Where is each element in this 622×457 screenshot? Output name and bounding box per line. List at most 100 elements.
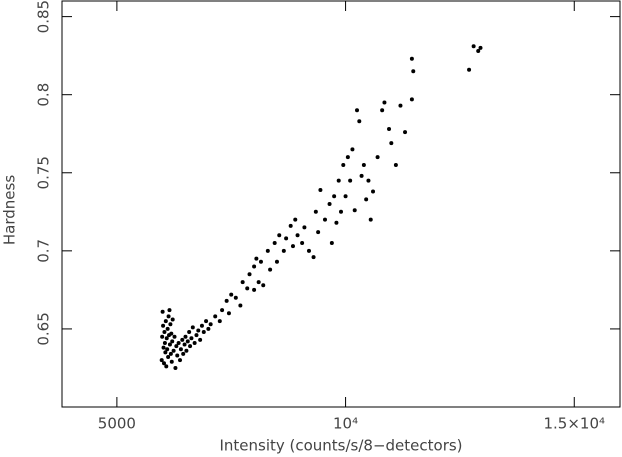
- point: [165, 347, 170, 352]
- point: [220, 308, 225, 313]
- y-tick-label: 0.85: [35, 0, 53, 33]
- point: [178, 358, 183, 363]
- point: [174, 344, 179, 349]
- point: [393, 162, 398, 167]
- point: [272, 241, 277, 246]
- point: [189, 336, 194, 341]
- point: [180, 337, 185, 342]
- point: [290, 244, 295, 249]
- point: [327, 202, 332, 206]
- point: [178, 347, 183, 352]
- point: [206, 326, 211, 331]
- point: [350, 147, 355, 152]
- x-tick-label: 10⁴: [333, 415, 358, 433]
- point: [164, 364, 169, 369]
- point: [192, 340, 197, 345]
- point: [185, 339, 190, 344]
- point: [375, 155, 380, 160]
- point: [467, 67, 472, 72]
- point: [411, 69, 416, 74]
- point: [164, 336, 169, 341]
- point: [352, 208, 357, 213]
- point: [252, 287, 257, 292]
- point: [161, 323, 166, 328]
- point: [226, 311, 231, 316]
- x-tick-label: 5000: [98, 415, 136, 433]
- point: [201, 330, 206, 335]
- point: [274, 259, 279, 264]
- point: [187, 330, 192, 335]
- point: [170, 317, 175, 322]
- point: [162, 340, 167, 345]
- point: [318, 187, 323, 192]
- point: [163, 319, 168, 324]
- point: [169, 331, 174, 336]
- point: [348, 178, 353, 183]
- point: [199, 323, 204, 328]
- point: [409, 97, 414, 102]
- y-tick-label: 0.7: [35, 239, 53, 263]
- point: [252, 264, 257, 269]
- point: [341, 162, 346, 167]
- point: [366, 178, 371, 183]
- point: [170, 339, 175, 344]
- point: [159, 358, 164, 363]
- point: [476, 48, 481, 53]
- point: [167, 308, 172, 313]
- point: [339, 209, 343, 214]
- point: [204, 319, 209, 324]
- point: [284, 236, 289, 241]
- point: [389, 141, 394, 146]
- point: [306, 248, 311, 253]
- x-axis-title: Intensity (counts/s/8−detectors): [219, 437, 462, 455]
- y-axis-title: Hardness: [1, 175, 19, 245]
- point: [240, 280, 245, 285]
- point: [359, 173, 364, 178]
- point: [382, 100, 387, 105]
- point: [245, 286, 250, 291]
- point: [229, 292, 234, 297]
- point: [261, 283, 266, 288]
- point: [409, 56, 414, 61]
- point: [161, 345, 166, 350]
- y-tick-label: 0.75: [35, 156, 53, 189]
- point: [258, 259, 263, 264]
- point: [311, 255, 316, 260]
- point: [163, 350, 168, 355]
- point: [471, 44, 476, 49]
- point: [169, 359, 174, 364]
- point: [188, 344, 193, 349]
- point: [166, 355, 171, 360]
- point: [334, 220, 339, 225]
- point: [165, 326, 170, 331]
- point: [281, 248, 286, 253]
- point: [213, 314, 218, 319]
- point: [238, 303, 243, 308]
- point: [175, 353, 180, 358]
- point: [198, 337, 203, 342]
- point: [371, 189, 376, 194]
- point: [293, 217, 298, 222]
- point: [300, 241, 305, 246]
- point: [181, 351, 186, 356]
- point: [254, 256, 259, 261]
- point: [233, 295, 238, 300]
- point: [343, 194, 348, 199]
- point: [183, 334, 188, 339]
- point: [313, 209, 318, 214]
- point: [173, 365, 178, 370]
- point: [316, 230, 321, 235]
- point: [196, 328, 201, 333]
- point: [302, 225, 307, 230]
- point: [368, 217, 373, 222]
- point: [387, 127, 392, 132]
- point: [361, 162, 366, 167]
- y-tick-label: 0.8: [35, 83, 53, 107]
- point: [345, 155, 350, 160]
- point: [182, 342, 187, 347]
- point: [336, 178, 341, 183]
- point: [247, 272, 252, 277]
- point: [160, 309, 165, 314]
- point: [295, 233, 300, 238]
- point: [403, 130, 408, 135]
